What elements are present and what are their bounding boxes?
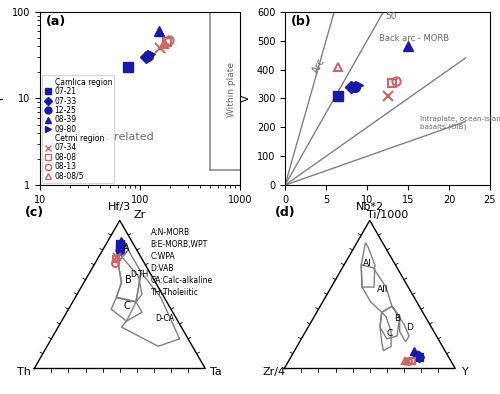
Text: Zr/4: Zr/4 (262, 367, 285, 377)
Text: Intraplate, ocean-island
basalts (OIB): Intraplate, ocean-island basalts (OIB) (420, 116, 500, 130)
Text: AII: AII (376, 284, 388, 294)
Text: B:E-MORB,WPT: B:E-MORB,WPT (150, 240, 208, 249)
Text: Th: Th (17, 367, 31, 377)
Text: Nb*2: Nb*2 (356, 202, 384, 212)
Text: D:VAB: D:VAB (150, 264, 174, 273)
Text: TH:Tholeiitic: TH:Tholeiitic (150, 288, 198, 297)
Text: C: C (123, 301, 130, 311)
Text: (b): (b) (291, 15, 312, 28)
Text: (c): (c) (25, 206, 44, 219)
Text: Hf/3: Hf/3 (108, 202, 132, 212)
Y-axis label: V: V (241, 95, 251, 102)
Text: C:WPA: C:WPA (150, 252, 175, 261)
Text: AI: AI (363, 259, 372, 268)
Text: Arc-related: Arc-related (93, 132, 155, 141)
Legend: Çamlıca region, 07-21, 07-33, 12-25, 08-39, 09-80, Cetmi region, 07-34, 08-08, 0: Çamlıca region, 07-21, 07-33, 12-25, 08-… (42, 76, 115, 183)
Text: D-TH: D-TH (130, 270, 148, 279)
Text: Y: Y (462, 367, 469, 377)
Text: Back arc - MORB: Back arc - MORB (380, 34, 450, 43)
Text: D-CA: D-CA (156, 314, 175, 323)
Y-axis label: Y: Y (0, 95, 6, 102)
Text: Ta: Ta (210, 367, 222, 377)
Text: B: B (394, 314, 400, 323)
Text: (a): (a) (46, 15, 66, 28)
X-axis label: Ti/1000: Ti/1000 (367, 210, 408, 221)
Text: A:N-MORB: A:N-MORB (150, 228, 190, 237)
Text: B: B (125, 275, 132, 284)
Text: CA:Calc-alkaline: CA:Calc-alkaline (150, 276, 212, 285)
X-axis label: Zr: Zr (134, 210, 146, 221)
Text: C: C (387, 329, 393, 338)
Text: A: A (123, 243, 130, 253)
Text: 50: 50 (386, 12, 397, 21)
Text: D: D (406, 323, 414, 332)
Text: Arc: Arc (311, 56, 328, 74)
Text: (d): (d) (275, 206, 295, 219)
Text: Within plate: Within plate (226, 62, 235, 117)
